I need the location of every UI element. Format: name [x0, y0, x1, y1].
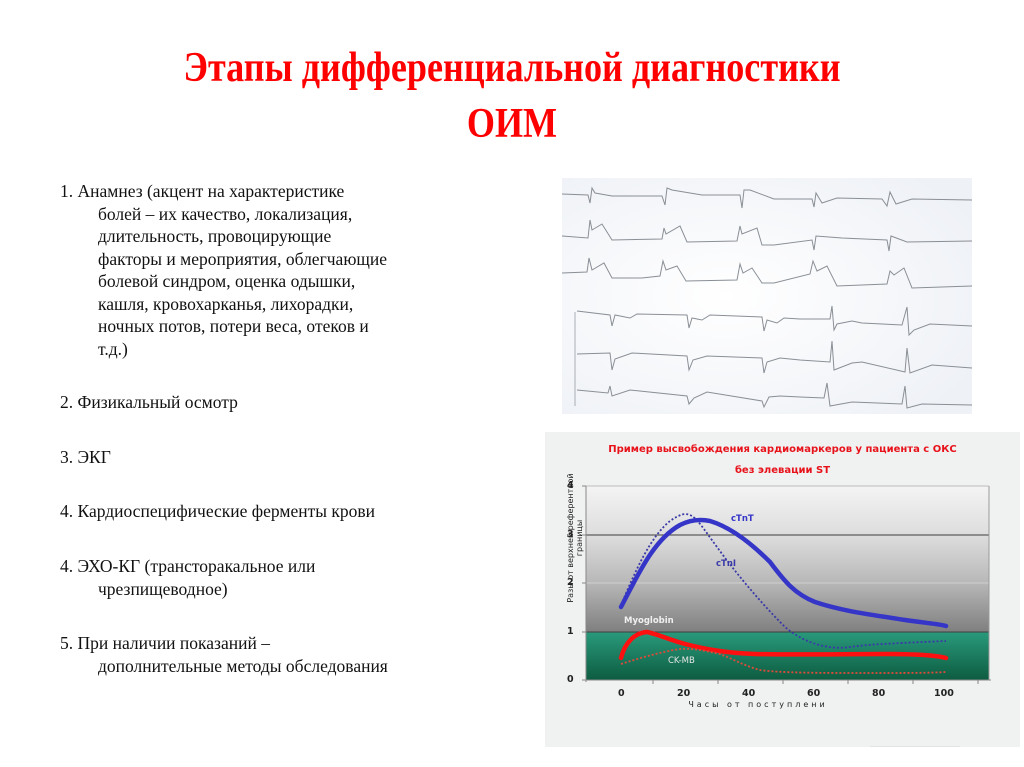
x-tick-60: 60	[807, 688, 821, 699]
step-4-line: 4. Кардиоспецифические ферменты крови	[60, 501, 376, 521]
ctni-label: cTnI	[716, 559, 737, 569]
ctni-line	[620, 513, 947, 649]
cardiac-markers-chart: Пример высвобождения кардиомаркеров у па…	[545, 432, 1020, 747]
ecg-image	[562, 178, 972, 414]
gray-band	[586, 486, 989, 632]
step-1-line: длительность, провоцирующие	[98, 226, 332, 246]
x-tick-80: 80	[872, 688, 886, 699]
step-1-line: ночных потов, потери веса, отеков и	[98, 316, 369, 336]
ckmb-label: CK-MB	[668, 656, 695, 666]
step-2: 2. Физикальный осмотр	[60, 391, 530, 414]
step-1-line: 1. Анамнез (акцент на характеристике	[60, 181, 345, 201]
step-4: 4. Кардиоспецифические ферменты крови	[60, 500, 530, 523]
step-6-line: 5. При наличии показаний –	[60, 633, 270, 653]
ctnt-line	[618, 517, 949, 629]
step-1-line: кашля, кровохарканья, лихорадки,	[98, 293, 354, 314]
title-line-1: Этапы дифференциальной диагностики	[183, 45, 841, 91]
ecg-trace-graphic	[562, 178, 972, 414]
ckmb-line	[620, 647, 947, 674]
myoglobin-line	[618, 629, 949, 661]
chart-plot	[582, 485, 991, 684]
chart-title-line-1: Пример высвобождения кардиомаркеров у па…	[608, 444, 957, 455]
step-3-line: 3. ЭКГ	[60, 447, 111, 467]
y-tick-3: 3	[567, 529, 574, 540]
step-2-line: 2. Физикальный осмотр	[60, 392, 238, 412]
y-tick-0: 0	[567, 674, 574, 685]
step-1: 1. Анамнез (акцент на характеристике бол…	[60, 180, 530, 360]
step-1-line: факторы и мероприятия, облегчающие	[98, 248, 387, 269]
step-3: 3. ЭКГ	[60, 446, 530, 469]
step-1-line: т.д.)	[98, 338, 128, 359]
step-6-line: дополнительные методы обследования	[98, 655, 388, 676]
x-tick-40: 40	[742, 688, 756, 699]
x-tick-100: 100	[934, 688, 954, 699]
step-6: 5. При наличии показаний – дополнительны…	[60, 632, 530, 677]
title-line-2: ОИМ	[466, 101, 558, 147]
y-axis-label: Разы от верхней референтной границы	[566, 473, 584, 603]
ctnt-label: cTnT	[731, 514, 754, 524]
y-tick-1: 1	[567, 626, 574, 637]
y-tick-4: 4	[567, 480, 574, 491]
step-1-line: болевой синдром, оценка одышки,	[98, 271, 356, 291]
x-tick-20: 20	[677, 688, 691, 699]
step-5-line: 4. ЭХО-КГ (трансторакальное или	[60, 556, 316, 576]
slide-title: Этапы дифференциальной диагностики ОИМ	[72, 40, 953, 152]
y-tick-2: 2	[567, 577, 574, 588]
x-axis-label: Часы от поступлени	[688, 700, 828, 709]
step-5-line: чрезпищеводное)	[98, 578, 228, 599]
step-5: 4. ЭХО-КГ (трансторакальное или чрезпище…	[60, 555, 530, 600]
x-tick-0: 0	[618, 688, 625, 699]
chart-title-line-2: без элевации ST	[734, 465, 831, 476]
footer-divider	[870, 746, 960, 747]
myoglobin-label: Myoglobin	[624, 616, 674, 626]
step-1-line: болей – их качество, локализация,	[98, 203, 353, 224]
